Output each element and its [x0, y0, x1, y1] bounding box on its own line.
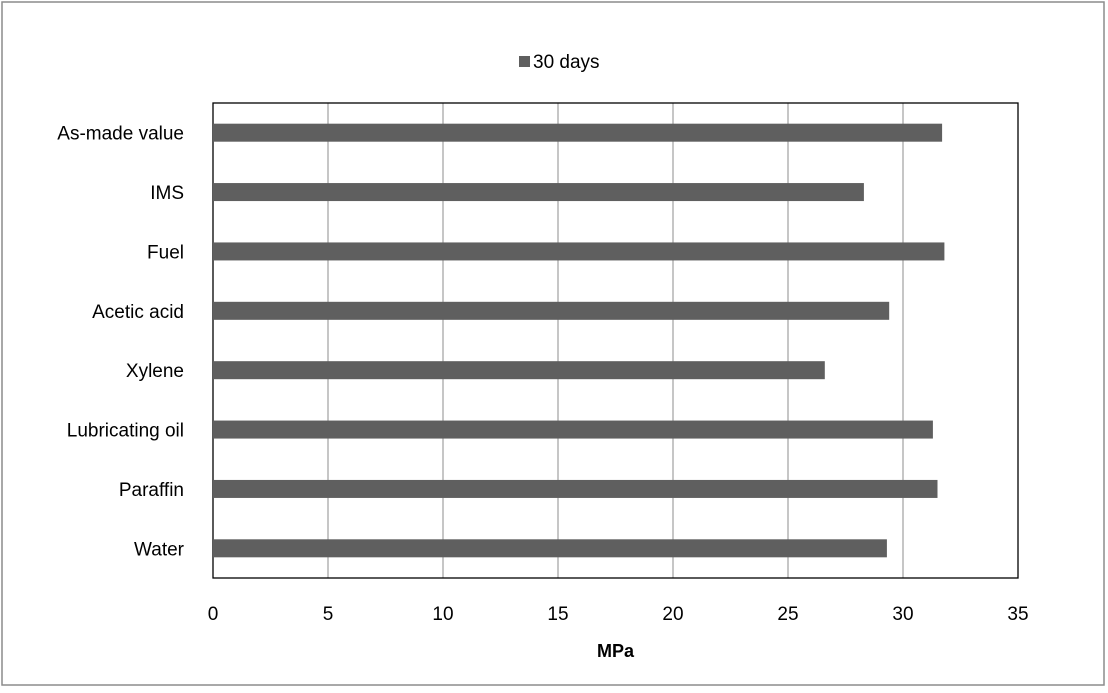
x-tick-label: 35 [1007, 604, 1028, 625]
x-tick-label: 15 [547, 604, 568, 625]
category-label: IMS [150, 183, 184, 204]
bar [213, 301, 890, 320]
bar [213, 479, 938, 498]
x-tick-label: 5 [323, 604, 334, 625]
bar [213, 539, 887, 558]
x-tick-label: 10 [432, 604, 453, 625]
x-tick-label: 0 [208, 604, 219, 625]
bar [213, 183, 864, 202]
legend: 30 days [519, 52, 600, 73]
category-label: Lubricating oil [67, 421, 184, 442]
bar [213, 420, 933, 439]
category-label: Paraffin [119, 480, 184, 501]
category-label: Xylene [126, 361, 184, 382]
x-tick-labels: 0 5 10 15 20 25 30 35 [208, 604, 1029, 625]
category-label: Fuel [147, 242, 184, 263]
plot-area [212, 102, 1019, 579]
category-label: Acetic acid [92, 302, 184, 323]
category-labels: As-made value IMS Fuel Acetic acid Xylene Lub… [57, 124, 184, 561]
bar [213, 123, 943, 142]
legend-label: 30 days [533, 52, 600, 73]
x-tick-label: 30 [892, 604, 913, 625]
bar [213, 242, 945, 261]
category-label: As-made value [57, 124, 184, 145]
category-label: Water [134, 539, 185, 560]
x-tick-label: 25 [777, 604, 798, 625]
legend-swatch [519, 56, 530, 67]
x-tick-label: 20 [662, 604, 683, 625]
x-axis-title: MPa [597, 641, 635, 661]
bar [213, 361, 825, 380]
bars [213, 123, 945, 558]
